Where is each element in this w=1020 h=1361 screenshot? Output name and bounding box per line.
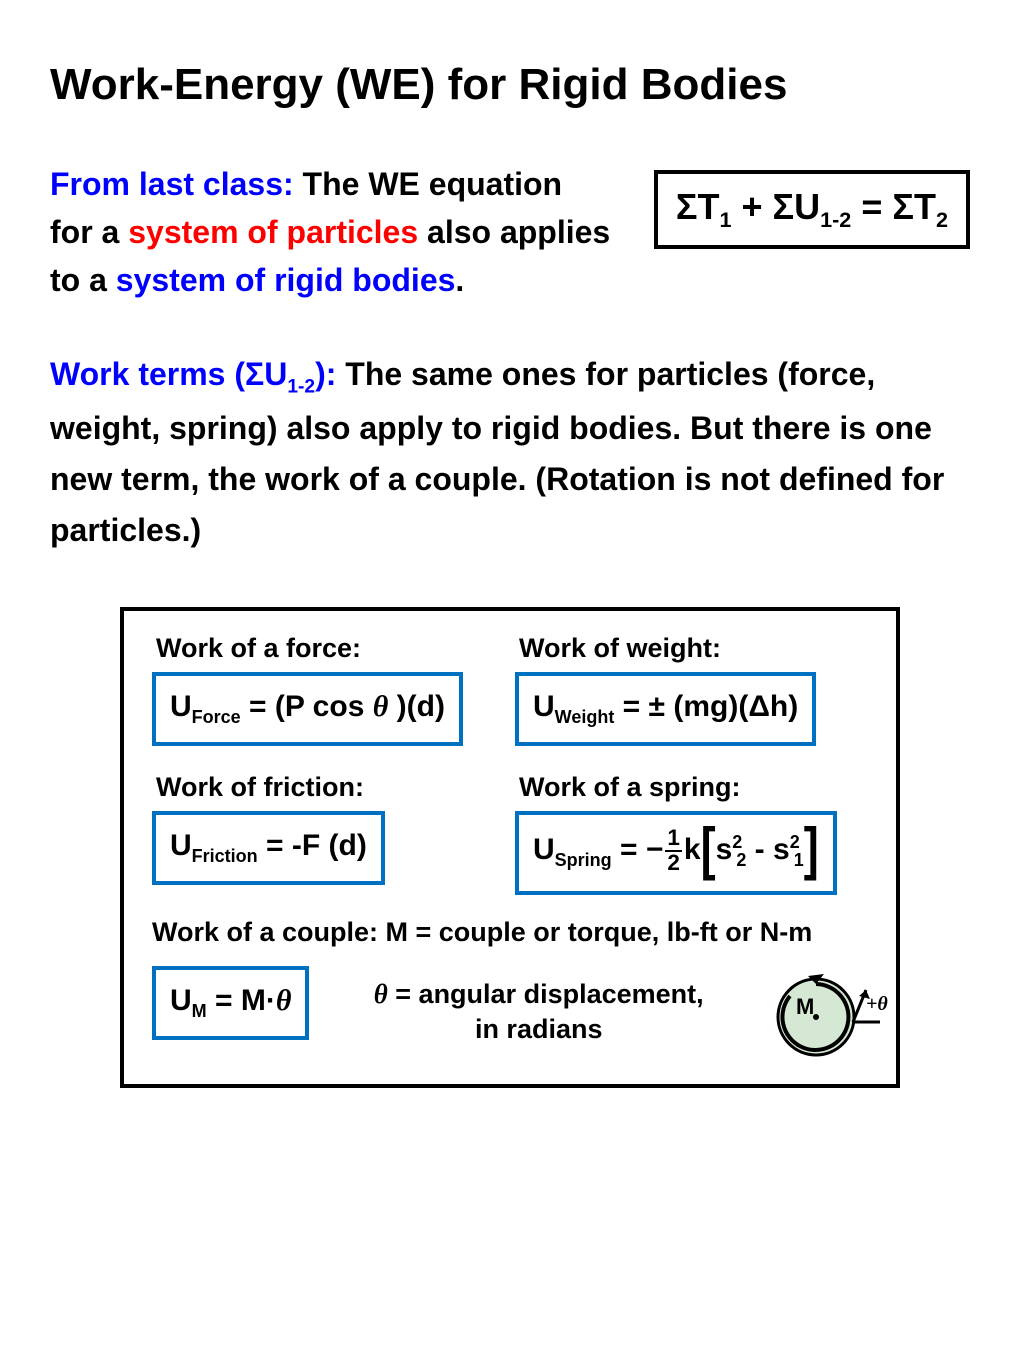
- friction-label: Work of friction:: [156, 772, 505, 803]
- rotation-diagram: M +θ: [768, 962, 868, 1062]
- couple-flex: UM = M·θ θ = angular displacement, in ra…: [152, 962, 868, 1062]
- wheel-theta-label: +θ: [866, 993, 888, 1015]
- spring-label: Work of a spring:: [519, 772, 868, 803]
- wheel-icon: M +θ: [768, 962, 888, 1062]
- spring-formula: USpring = −12k[s22 - s21]: [515, 811, 837, 895]
- wheel-M-label: M: [796, 994, 814, 1019]
- main-equation-box: ΣT1 + ΣU1-2 = ΣT2: [654, 170, 970, 249]
- weight-formula: UWeight = ± (mg)(Δh): [515, 672, 816, 746]
- intro-text: From last class: The WE equation for a s…: [50, 160, 624, 304]
- system-of-particles: system of particles: [128, 214, 418, 250]
- weight-label: Work of weight:: [519, 633, 868, 664]
- couple-label: Work of a couple: M = couple or torque, …: [152, 917, 868, 948]
- friction-formula: UFriction = -F (d): [152, 811, 385, 885]
- force-label: Work of a force:: [156, 633, 505, 664]
- couple-formula: UM = M·θ: [152, 966, 309, 1040]
- spring-cell: Work of a spring: USpring = −12k[s22 - s…: [515, 772, 868, 913]
- work-formulas-box: Work of a force: UForce = (P cos θ )(d) …: [120, 607, 900, 1088]
- page-title: Work-Energy (WE) for Rigid Bodies: [50, 60, 970, 110]
- system-of-rigid-bodies: system of rigid bodies: [116, 262, 456, 298]
- work-terms-prefix: Work terms (ΣU1-2):: [50, 356, 345, 392]
- formula-grid: Work of a force: UForce = (P cos θ )(d) …: [152, 633, 868, 913]
- force-formula: UForce = (P cos θ )(d): [152, 672, 463, 746]
- work-terms-paragraph: Work terms (ΣU1-2): The same ones for pa…: [50, 349, 970, 557]
- weight-cell: Work of weight: UWeight = ± (mg)(Δh): [515, 633, 868, 764]
- theta-description: θ = angular displacement, in radians: [331, 977, 746, 1047]
- friction-cell: Work of friction: UFriction = -F (d): [152, 772, 505, 913]
- from-last-class: From last class:: [50, 166, 294, 202]
- force-cell: Work of a force: UForce = (P cos θ )(d): [152, 633, 505, 764]
- intro-row: From last class: The WE equation for a s…: [50, 160, 970, 304]
- couple-row: Work of a couple: M = couple or torque, …: [152, 917, 868, 1062]
